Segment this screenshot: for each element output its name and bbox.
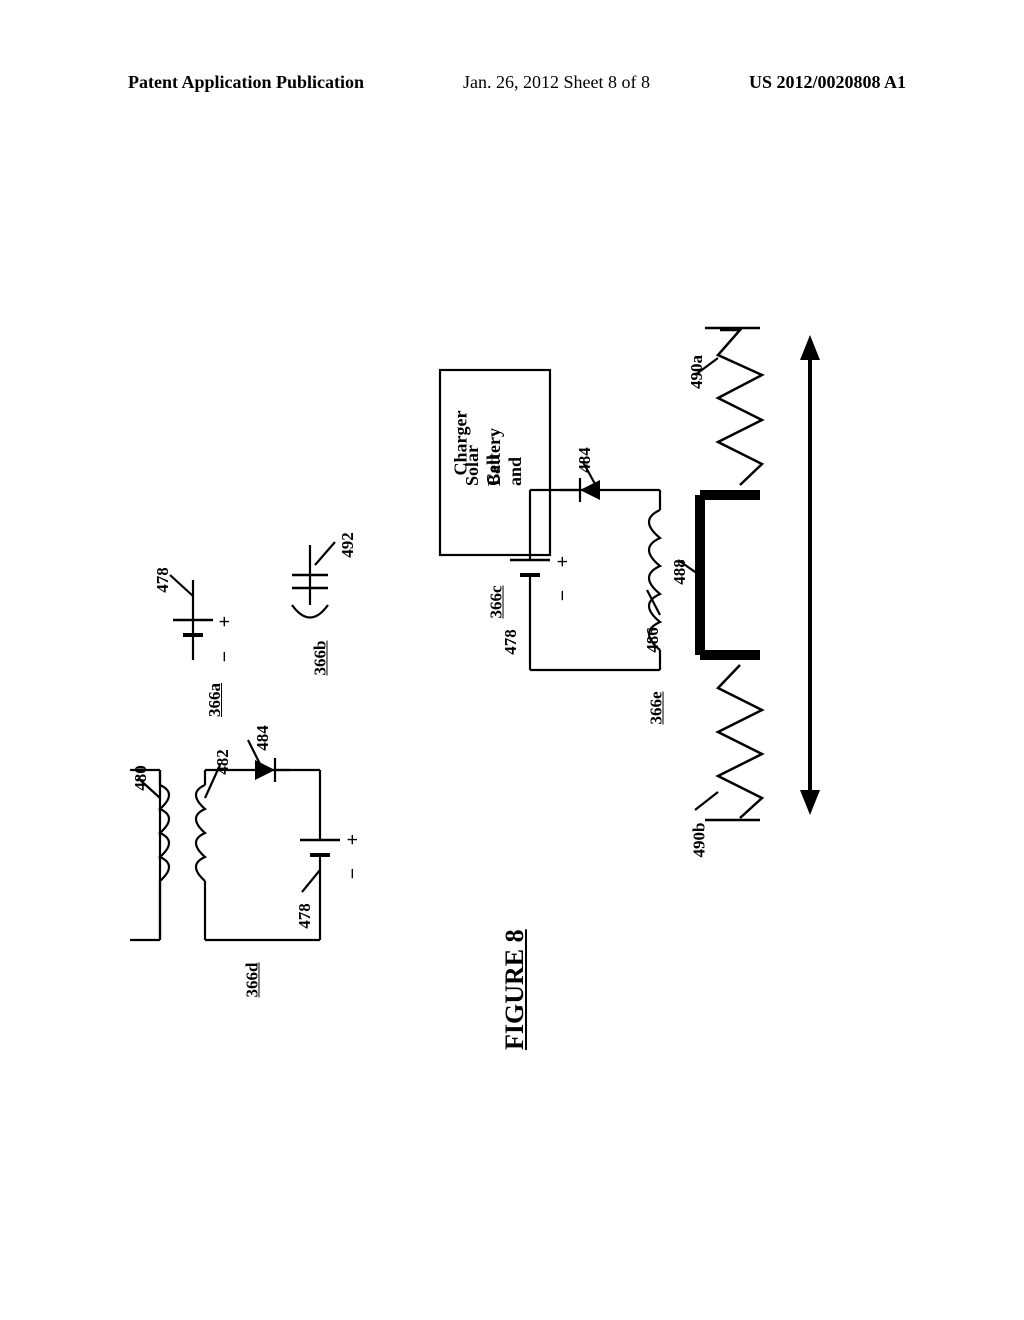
ref-482: 482 [213, 749, 233, 775]
header-left: Patent Application Publication [128, 72, 364, 93]
ref-366b: 366b [310, 641, 330, 676]
ref-488: 488 [670, 559, 690, 585]
ref-484-d: 484 [253, 725, 273, 751]
polarity-plus: + [342, 834, 365, 845]
page-header: Patent Application Publication Jan. 26, … [0, 72, 1024, 93]
diode-icon [580, 480, 600, 500]
ref-490a: 490a [687, 355, 707, 389]
ref-366a: 366a [205, 683, 225, 717]
ref-366e: 366e [647, 691, 667, 724]
polarity-minus: − [342, 868, 365, 879]
diode-icon [255, 760, 275, 780]
circuit-366a [170, 575, 213, 660]
circuit-366e [510, 328, 820, 820]
circuit-366b [292, 542, 335, 618]
ref-478-e: 478 [501, 629, 521, 655]
ref-478-d: 478 [295, 903, 315, 929]
ref-486: 486 [643, 627, 663, 653]
double-arrow-icon [800, 335, 820, 815]
header-center: Jan. 26, 2012 Sheet 8 of 8 [463, 72, 650, 93]
polarity-minus: − [552, 590, 575, 601]
figure-label: FIGURE 8 [500, 929, 530, 1050]
ref-490b: 490b [689, 823, 709, 858]
polarity-plus: + [214, 616, 237, 627]
ref-492: 492 [338, 532, 358, 558]
figure-8: 478 + − 366a 492 366b 480 482 484 + − 47… [0, 150, 1024, 1150]
box-line2: Solar Cell [462, 476, 504, 486]
header-right: US 2012/0020808 A1 [749, 72, 906, 93]
ref-478-a: 478 [153, 567, 173, 593]
ref-366c: 366c [487, 585, 507, 618]
box-line3: Charger [451, 466, 472, 476]
ref-480: 480 [131, 765, 151, 791]
polarity-minus: − [214, 651, 237, 662]
ref-484-e: 484 [575, 447, 595, 473]
ref-366d: 366d [242, 963, 262, 998]
polarity-plus: + [552, 556, 575, 567]
